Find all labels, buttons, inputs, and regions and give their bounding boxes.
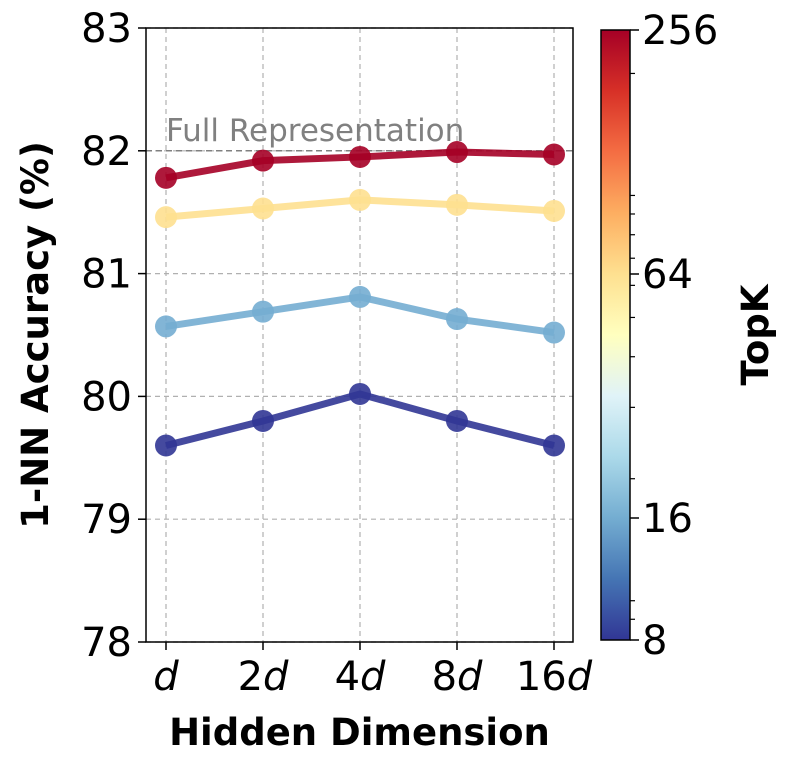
data-point bbox=[155, 166, 177, 189]
x-tick-label: 16d bbox=[516, 654, 593, 700]
data-point bbox=[349, 188, 371, 211]
data-point bbox=[155, 206, 177, 229]
x-axis-title: Hidden Dimension bbox=[169, 711, 550, 754]
colorbar-ticks: 8 16 64 256 bbox=[630, 8, 718, 664]
y-tick-label: 78 bbox=[81, 620, 132, 666]
colorbar-gradient bbox=[600, 29, 631, 641]
data-point bbox=[446, 409, 468, 432]
y-tick-label: 83 bbox=[81, 6, 132, 52]
data-point bbox=[446, 193, 468, 216]
data-point bbox=[252, 300, 274, 323]
x-tick-label: d bbox=[153, 654, 179, 700]
x-tick-label: 2d bbox=[238, 654, 289, 700]
data-point bbox=[349, 145, 371, 168]
x-tick-label: 8d bbox=[432, 654, 483, 700]
colorbar-tick-label: 256 bbox=[642, 8, 718, 54]
y-tick-label: 79 bbox=[81, 497, 132, 543]
series-group bbox=[155, 141, 565, 457]
reference-line-label: Full Representation bbox=[166, 113, 464, 149]
data-point bbox=[543, 434, 565, 457]
x-axis-ticks: d 2d 4d 8d 16d bbox=[153, 642, 593, 700]
y-axis-title: 1-NN Accuracy (%) bbox=[14, 141, 57, 529]
colorbar-tick-label: 64 bbox=[642, 252, 693, 298]
x-tick-label: 4d bbox=[335, 654, 386, 700]
data-point bbox=[252, 149, 274, 172]
y-tick-label: 81 bbox=[81, 252, 132, 298]
data-point bbox=[349, 285, 371, 308]
data-point bbox=[543, 143, 565, 166]
y-tick-label: 82 bbox=[81, 129, 132, 175]
y-tick-label: 80 bbox=[81, 374, 132, 420]
data-point bbox=[155, 315, 177, 338]
colorbar-title: TopK bbox=[734, 283, 777, 385]
reference-line-group: Full Representation bbox=[146, 113, 573, 152]
series-4 bbox=[155, 141, 565, 189]
data-point bbox=[446, 308, 468, 331]
series-1 bbox=[155, 382, 565, 457]
data-point bbox=[543, 321, 565, 344]
data-point bbox=[252, 197, 274, 220]
data-point bbox=[349, 382, 371, 405]
y-axis-ticks: 78 79 80 81 82 83 bbox=[81, 6, 146, 666]
data-point bbox=[252, 409, 274, 432]
data-point bbox=[446, 141, 468, 164]
data-point bbox=[155, 434, 177, 457]
colorbar: 8 16 64 256 TopK bbox=[600, 8, 777, 664]
colorbar-tick-label: 8 bbox=[642, 618, 667, 664]
series-3 bbox=[155, 188, 565, 229]
series-2 bbox=[155, 285, 565, 344]
data-point bbox=[543, 199, 565, 222]
colorbar-tick-label: 16 bbox=[642, 496, 693, 542]
